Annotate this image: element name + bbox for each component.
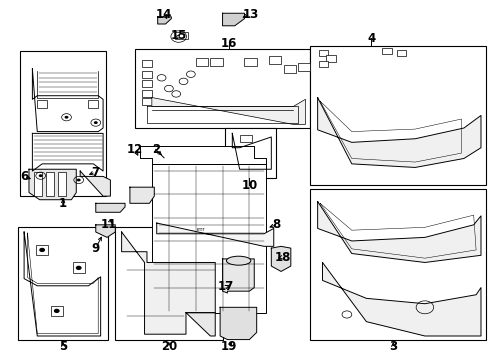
Bar	[310, 189, 485, 339]
Bar	[195, 58, 207, 66]
Text: 5: 5	[59, 340, 67, 353]
Polygon shape	[152, 98, 305, 125]
Bar	[244, 58, 256, 66]
Text: 12: 12	[126, 143, 142, 156]
Polygon shape	[96, 203, 125, 212]
Bar	[152, 164, 266, 313]
Ellipse shape	[226, 256, 250, 265]
Bar	[268, 56, 281, 64]
Bar	[381, 48, 391, 54]
Text: 13: 13	[242, 8, 258, 21]
Polygon shape	[29, 169, 76, 200]
Bar	[310, 45, 485, 185]
Circle shape	[77, 179, 81, 181]
Text: 14: 14	[156, 8, 172, 21]
Bar	[239, 135, 251, 142]
Polygon shape	[24, 232, 101, 336]
Bar	[135, 49, 310, 128]
Polygon shape	[271, 246, 290, 271]
Bar	[396, 50, 406, 56]
Bar	[73, 262, 84, 273]
Text: 2: 2	[151, 143, 160, 156]
Text: 8: 8	[271, 218, 280, 231]
Bar	[37, 100, 47, 108]
Bar	[115, 226, 222, 339]
Text: 4: 4	[366, 32, 375, 45]
Polygon shape	[185, 313, 215, 336]
Bar	[36, 244, 48, 255]
Polygon shape	[158, 17, 171, 24]
Bar	[210, 58, 222, 66]
Text: 6: 6	[20, 170, 28, 183]
Polygon shape	[130, 187, 154, 203]
Text: 20: 20	[161, 340, 177, 353]
Text: 10: 10	[241, 179, 257, 192]
Bar	[58, 172, 66, 196]
Text: 11: 11	[101, 218, 117, 231]
Bar	[325, 55, 335, 62]
Polygon shape	[322, 262, 480, 336]
Polygon shape	[122, 232, 215, 334]
Text: 7: 7	[92, 166, 100, 179]
Text: 15: 15	[170, 29, 186, 42]
Text: 18: 18	[274, 251, 290, 264]
Text: 17: 17	[217, 280, 234, 293]
Circle shape	[39, 248, 45, 252]
Text: 16: 16	[220, 36, 237, 50]
Polygon shape	[222, 259, 254, 293]
Polygon shape	[32, 69, 103, 132]
Bar	[224, 128, 276, 178]
Text: 3: 3	[388, 340, 396, 353]
Circle shape	[94, 121, 98, 124]
Bar	[18, 226, 108, 339]
Polygon shape	[140, 146, 266, 164]
Polygon shape	[317, 98, 480, 167]
Polygon shape	[220, 307, 256, 339]
Bar	[142, 98, 152, 105]
Bar	[142, 71, 152, 78]
Bar	[46, 172, 54, 196]
Text: 9: 9	[91, 242, 100, 255]
Bar	[142, 60, 152, 67]
Bar	[51, 306, 62, 316]
Polygon shape	[96, 225, 115, 237]
Circle shape	[76, 266, 81, 270]
Circle shape	[54, 309, 60, 313]
Bar	[318, 50, 328, 56]
Circle shape	[39, 174, 42, 177]
Bar	[318, 60, 328, 67]
Bar	[34, 172, 41, 196]
Polygon shape	[222, 13, 244, 26]
Polygon shape	[157, 223, 273, 246]
Polygon shape	[317, 202, 480, 262]
Text: 19: 19	[220, 340, 237, 353]
Polygon shape	[32, 134, 103, 171]
Text: 1: 1	[59, 197, 67, 210]
Bar	[142, 80, 152, 87]
Circle shape	[64, 116, 68, 119]
Bar	[142, 90, 152, 97]
Bar	[175, 32, 188, 40]
Bar	[88, 100, 98, 108]
Polygon shape	[232, 134, 271, 169]
Bar	[298, 63, 310, 71]
Polygon shape	[80, 171, 110, 196]
Bar	[20, 51, 105, 196]
Bar	[283, 65, 295, 73]
Text: rrrr: rrrr	[196, 227, 204, 232]
